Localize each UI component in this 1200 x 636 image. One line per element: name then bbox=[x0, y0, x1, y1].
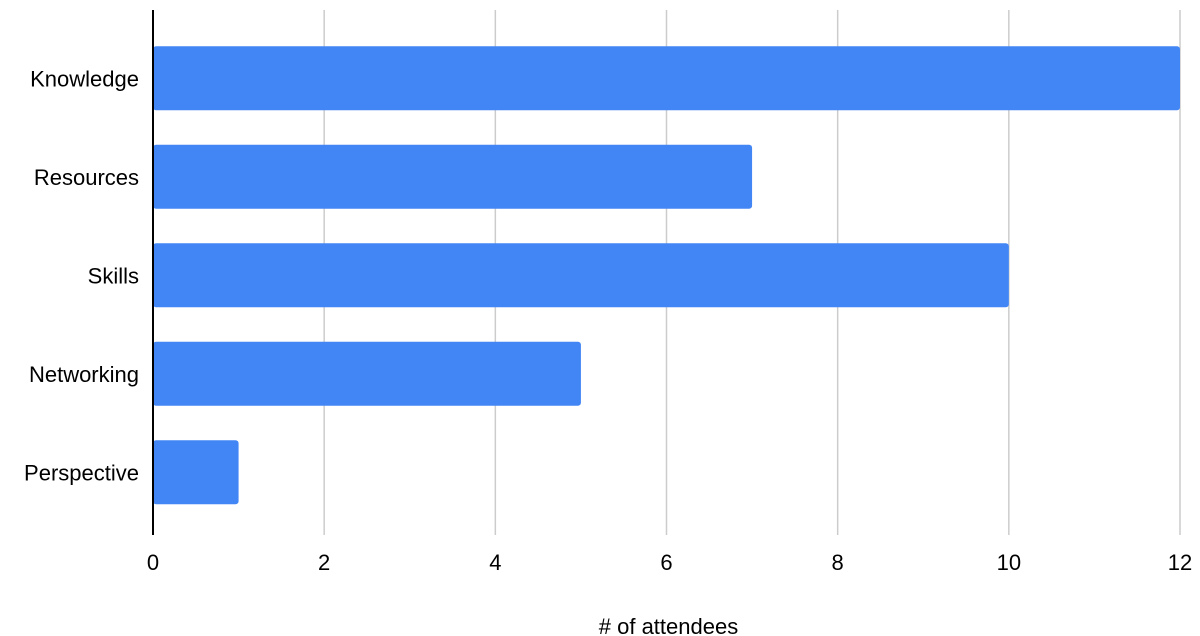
x-tick-label: 0 bbox=[147, 550, 159, 575]
category-label-perspective: Perspective bbox=[24, 460, 139, 485]
bar-perspective bbox=[153, 440, 239, 505]
bar-knowledge bbox=[153, 46, 1180, 111]
x-tick-label: 10 bbox=[997, 550, 1021, 575]
x-tick-label: 12 bbox=[1168, 550, 1192, 575]
bar-skills bbox=[153, 243, 1009, 308]
bar-networking bbox=[153, 341, 581, 406]
category-label-skills: Skills bbox=[88, 263, 139, 288]
category-label-resources: Resources bbox=[34, 165, 139, 190]
x-tick-labels: 0 2 4 6 8 10 12 bbox=[147, 550, 1192, 575]
category-labels: Knowledge Resources Skills Networking Perspe… bbox=[24, 66, 139, 485]
bars bbox=[153, 46, 1180, 505]
x-tick-label: 4 bbox=[489, 550, 501, 575]
x-tick-label: 8 bbox=[832, 550, 844, 575]
category-label-knowledge: Knowledge bbox=[30, 66, 139, 91]
bar-resources bbox=[153, 144, 753, 209]
category-label-networking: Networking bbox=[29, 362, 139, 387]
x-tick-label: 6 bbox=[660, 550, 672, 575]
x-tick-label: 2 bbox=[318, 550, 330, 575]
x-axis-title: # of attendees bbox=[599, 614, 738, 636]
